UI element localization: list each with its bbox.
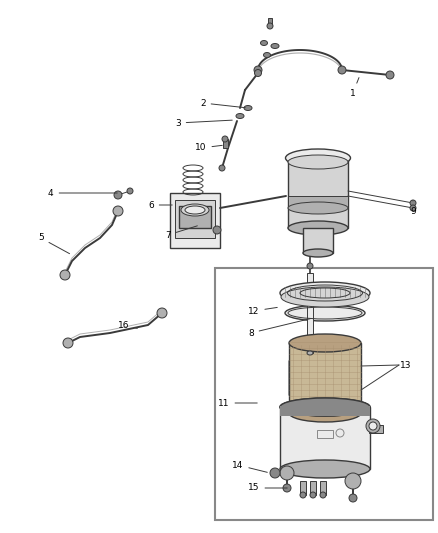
Ellipse shape — [286, 149, 350, 167]
Ellipse shape — [280, 460, 370, 478]
Text: 8: 8 — [248, 319, 310, 337]
Text: 14: 14 — [232, 461, 267, 472]
Bar — [320, 481, 326, 495]
Bar — [288, 196, 348, 208]
Ellipse shape — [181, 204, 209, 216]
Bar — [317, 430, 333, 438]
Circle shape — [369, 422, 377, 430]
Text: 9: 9 — [410, 201, 416, 215]
Circle shape — [410, 205, 416, 211]
Bar — [288, 158, 348, 228]
Circle shape — [386, 71, 394, 79]
Circle shape — [310, 492, 316, 498]
Circle shape — [410, 200, 416, 206]
Bar — [300, 481, 306, 495]
Circle shape — [127, 188, 133, 194]
Text: 16: 16 — [118, 320, 137, 329]
Circle shape — [270, 468, 280, 478]
Ellipse shape — [303, 249, 333, 257]
Bar — [303, 228, 333, 253]
Text: 6: 6 — [148, 200, 172, 209]
Bar — [310, 481, 316, 495]
Circle shape — [267, 23, 273, 29]
Text: 7: 7 — [165, 226, 198, 239]
Circle shape — [280, 466, 294, 480]
Bar — [280, 407, 370, 469]
Ellipse shape — [271, 44, 279, 49]
Circle shape — [222, 136, 228, 142]
Circle shape — [349, 494, 357, 502]
Ellipse shape — [244, 106, 252, 110]
Text: 1: 1 — [350, 78, 359, 98]
Bar — [280, 406, 370, 416]
Text: 15: 15 — [248, 483, 287, 492]
Ellipse shape — [261, 41, 268, 45]
Circle shape — [345, 473, 361, 489]
Text: 10: 10 — [195, 143, 222, 152]
Ellipse shape — [280, 398, 370, 416]
Ellipse shape — [280, 398, 370, 416]
Circle shape — [113, 206, 123, 216]
Circle shape — [114, 191, 122, 199]
Circle shape — [254, 66, 262, 74]
Circle shape — [320, 492, 326, 498]
Bar — [175, 200, 215, 238]
Circle shape — [63, 338, 73, 348]
Bar — [215, 268, 433, 520]
Text: 5: 5 — [38, 233, 70, 254]
Ellipse shape — [307, 351, 313, 355]
Circle shape — [254, 69, 261, 77]
Ellipse shape — [185, 206, 205, 214]
Bar — [289, 343, 361, 413]
Ellipse shape — [288, 202, 348, 214]
Circle shape — [300, 492, 306, 498]
Circle shape — [157, 308, 167, 318]
Text: 4: 4 — [48, 189, 117, 198]
Text: 2: 2 — [200, 99, 245, 108]
Bar — [223, 139, 228, 148]
Ellipse shape — [289, 334, 361, 352]
Text: 3: 3 — [175, 118, 232, 127]
Ellipse shape — [264, 52, 271, 58]
Ellipse shape — [236, 114, 244, 118]
Ellipse shape — [285, 305, 365, 321]
Text: 13: 13 — [400, 360, 411, 369]
Text: 11: 11 — [218, 399, 257, 408]
Ellipse shape — [288, 221, 348, 235]
Circle shape — [338, 66, 346, 74]
Ellipse shape — [281, 287, 369, 307]
Ellipse shape — [280, 282, 370, 304]
Bar — [307, 273, 313, 353]
Bar — [170, 193, 220, 248]
Bar — [369, 425, 383, 433]
Bar — [179, 206, 211, 228]
Circle shape — [60, 270, 70, 280]
Circle shape — [366, 419, 380, 433]
Circle shape — [219, 165, 225, 171]
Ellipse shape — [289, 404, 361, 422]
Text: 12: 12 — [248, 306, 277, 316]
Circle shape — [213, 226, 221, 234]
Circle shape — [283, 484, 291, 492]
Ellipse shape — [288, 155, 348, 169]
Bar — [268, 18, 272, 26]
Circle shape — [307, 263, 313, 269]
